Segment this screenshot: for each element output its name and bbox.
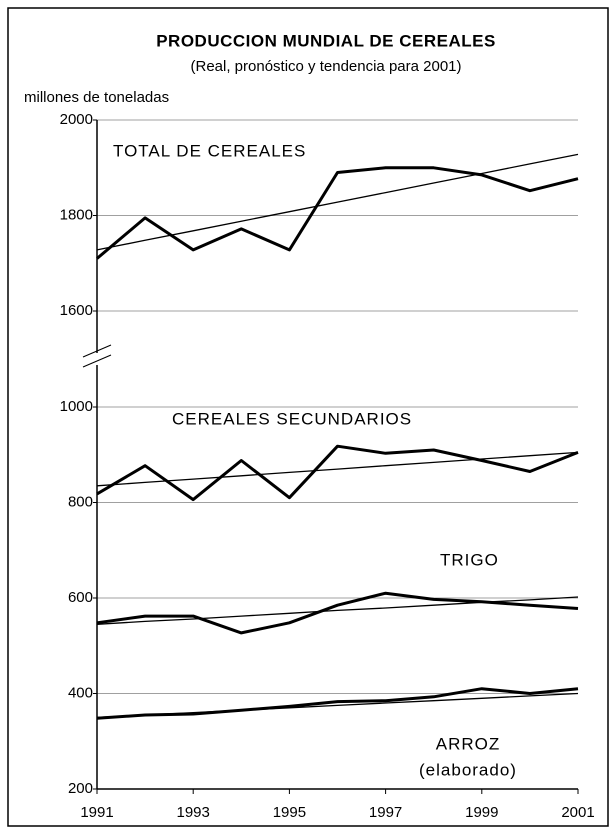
y-tick-label: 400 — [68, 684, 93, 701]
x-tick-label: 1993 — [177, 804, 210, 821]
series-sublabel: (elaborado) — [419, 760, 517, 779]
series-label: ARROZ — [436, 734, 501, 753]
series-label: CEREALES SECUNDARIOS — [172, 409, 412, 428]
chart-title: PRODUCCION MUNDIAL DE CEREALES — [156, 31, 496, 50]
y-tick-label: 2000 — [60, 111, 93, 128]
trend-line — [96, 596, 579, 625]
x-tick-label: 2001 — [561, 804, 594, 821]
y-axis-label: millones de toneladas — [24, 89, 169, 106]
series-label: TRIGO — [440, 550, 499, 569]
axis-break — [82, 354, 112, 368]
series-label: TOTAL DE CEREALES — [113, 141, 306, 160]
axis-break — [82, 344, 112, 358]
x-tick-label: 1997 — [369, 804, 402, 821]
y-tick-label: 600 — [68, 589, 93, 606]
series-line — [96, 687, 579, 720]
x-tick-label: 1991 — [80, 804, 113, 821]
y-tick-label: 1000 — [60, 398, 93, 415]
chart-subtitle: (Real, pronóstico y tendencia para 2001) — [191, 58, 462, 75]
series-line — [96, 166, 579, 260]
axis-break-gap — [83, 353, 111, 365]
x-tick-label: 1999 — [465, 804, 498, 821]
trend-line — [96, 451, 579, 487]
y-tick-label: 200 — [68, 780, 93, 797]
y-tick-label: 1800 — [60, 206, 93, 223]
y-tick-label: 1600 — [60, 302, 93, 319]
y-tick-label: 800 — [68, 493, 93, 510]
series-line — [96, 591, 579, 635]
frame — [7, 7, 609, 827]
trend-line — [96, 153, 579, 251]
x-tick-label: 1995 — [273, 804, 306, 821]
series-line — [96, 444, 579, 502]
